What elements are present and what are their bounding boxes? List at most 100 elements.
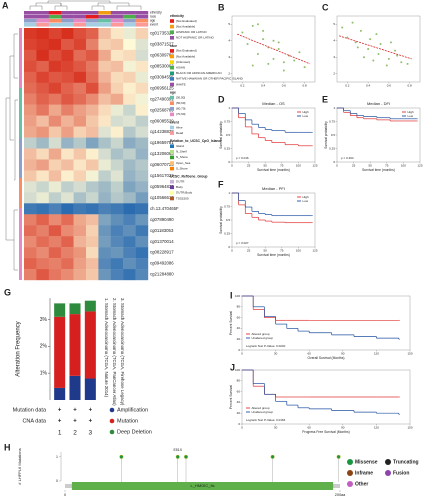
heatmap-cell [135, 38, 149, 51]
legend-swatch [170, 19, 174, 23]
heatmap-cell [98, 236, 111, 248]
bar-segment [84, 300, 96, 312]
x-axis-label: Survival time (months) [362, 168, 395, 172]
legend-swatch [170, 155, 174, 160]
annotation-cell [135, 11, 149, 15]
heatmap-cell [98, 28, 111, 40]
legend-label: Fusion [393, 470, 409, 476]
y-axis-label: Survival probability [219, 121, 223, 149]
legend-label: High [303, 110, 310, 114]
heatmap-cell [36, 247, 49, 259]
heatmap-cell [86, 115, 99, 127]
heatmap-cell [36, 192, 49, 204]
annotation-cell [86, 15, 99, 19]
point [277, 41, 280, 44]
heatmap-cell [110, 60, 124, 73]
legend-label: [Not Available] [176, 54, 195, 58]
y-tick-label: 1% [40, 370, 48, 376]
y-tick-label: 0.5 [331, 133, 336, 137]
row-label: cg01183053 [150, 228, 174, 233]
row-mark: + [58, 408, 62, 414]
x-tick-label: 0.4 [366, 83, 371, 87]
heatmap-cell [110, 126, 124, 138]
heatmap-cell [86, 71, 99, 83]
point [272, 57, 275, 60]
legend-label: N_Shore [176, 155, 188, 159]
legend-title: age [170, 90, 176, 94]
heatmap-cell [73, 236, 87, 248]
heatmap-cell [110, 38, 124, 51]
annotation-cell [110, 23, 124, 27]
heatmap-cell [48, 247, 62, 259]
heatmap-cell [123, 38, 136, 51]
heatmap-cell [98, 203, 111, 215]
point [277, 48, 280, 50]
legend-swatch [170, 60, 174, 64]
heatmap-cell [61, 28, 74, 40]
heatmap-cell [61, 192, 74, 204]
point [400, 61, 403, 64]
legend-label: [Not Evaluated] [176, 49, 197, 53]
legend-title: event [170, 120, 180, 124]
x-tick-label: 0 [231, 248, 233, 252]
row-label: cg08530063 [150, 63, 174, 68]
point [354, 41, 357, 44]
heatmap-cell [123, 49, 136, 62]
heatmap-cell [123, 126, 136, 138]
heatmap-cell [110, 137, 124, 149]
point [262, 29, 265, 32]
heatmap-cell [135, 170, 149, 182]
heatmap-cell [110, 71, 124, 83]
heatmap-cell [110, 192, 124, 204]
legend-title: Relation_to_UCSC_CpG_Island [170, 139, 221, 143]
point [267, 62, 270, 65]
heatmap-cell [36, 137, 49, 149]
y-axis-label: Percent Survival [229, 311, 233, 335]
y-tick-label: 3 [228, 55, 230, 59]
heatmap-cell [123, 137, 136, 149]
heatmap-cell [48, 28, 62, 40]
heatmap-cell [36, 225, 49, 237]
x-tick-label: 60 [308, 425, 312, 429]
x-tick-label: 125 [312, 248, 317, 252]
y-tick-label: 0.75 [329, 119, 335, 123]
heatmap-cell [110, 93, 124, 105]
heatmap-cell [73, 28, 87, 40]
annotation-cell [98, 23, 111, 27]
point [377, 52, 380, 55]
point [241, 31, 244, 34]
heatmap-cell [48, 126, 62, 138]
category-label: 2. Stomach Adenocarcinoma (TCGA, PanCanc… [112, 298, 117, 406]
heatmap-cell [24, 159, 37, 171]
panel-label: C [322, 2, 329, 12]
track-label: age [150, 19, 156, 23]
annotation-cell [36, 15, 49, 19]
x-tick-label: 50 [369, 163, 373, 167]
point [387, 57, 390, 60]
legend-label: Dead [176, 131, 184, 135]
heatmap-cell [24, 104, 37, 116]
legend-swatch [170, 112, 174, 117]
row-label: cg09492086 [150, 261, 174, 266]
legend-label: HISPANIC OR LATINO [176, 30, 207, 34]
heatmap-cell [61, 38, 74, 51]
legend-swatch [170, 107, 174, 111]
heatmap-cell [110, 247, 124, 259]
heatmap-cell [98, 192, 111, 204]
heatmap-cell [73, 60, 87, 73]
y-tick-label: 0.5 [226, 218, 231, 222]
heatmap-cell [61, 82, 74, 94]
heatmap-cell [98, 38, 111, 51]
y-tick-label: 40 [237, 326, 241, 330]
heatmap-cell [61, 181, 74, 193]
bar-segment [69, 375, 81, 400]
y-tick-label: 3 [333, 55, 335, 59]
heatmap-cell [86, 170, 99, 182]
point [351, 21, 354, 24]
heatmap-cell [135, 104, 149, 116]
heatmap-cell [123, 28, 136, 40]
heatmap-cell [24, 148, 37, 160]
y-tick-label: 80 [237, 305, 241, 309]
